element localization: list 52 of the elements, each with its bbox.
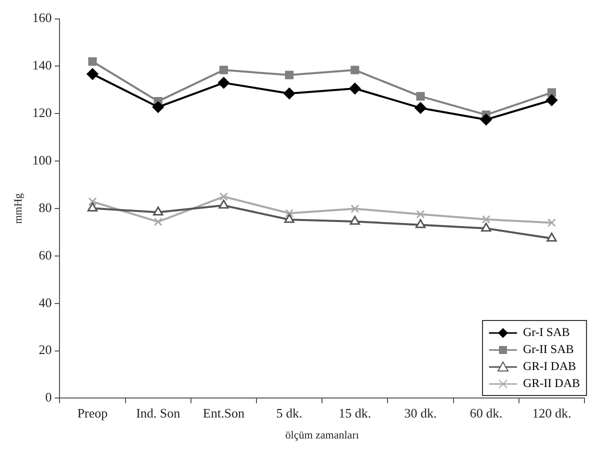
x-tick-label: 15 dk. [338,405,372,420]
point [152,101,164,113]
y-axis-title: mmHg [12,192,24,224]
y-tick-label: 80 [38,200,52,215]
x-tick-label: Ind. Son [136,405,181,420]
legend-label: Gr-II SAB [523,342,574,357]
y-tick-label: 60 [38,247,52,262]
point [87,202,98,212]
point [546,232,557,242]
point [86,68,98,80]
point [88,197,97,206]
point [350,66,360,74]
point [416,92,425,101]
point [349,82,361,94]
point [350,216,360,225]
point [350,204,360,214]
x-tick-label: 5 dk. [276,405,302,420]
x-tick-label: 60 dk. [470,405,502,420]
x-tick-label: Preop [77,405,108,420]
point [547,218,556,228]
point [218,200,229,209]
point [218,77,230,89]
x-tick-label: 120 dk. [532,405,572,420]
point [285,70,294,80]
point [480,114,492,126]
y-tick-label: 20 [38,342,52,358]
x-tick-label: Ent.Son [202,405,245,420]
y-tick-label: 160 [32,10,52,26]
point [154,217,162,226]
point [88,57,97,66]
point [284,88,296,100]
point [481,222,492,232]
point [414,102,426,114]
y-tick-label: 40 [38,294,52,310]
point [153,206,164,216]
y-tick-label: 0 [45,390,52,405]
point [415,219,426,228]
point [546,94,558,106]
legend-label: GR-II DAB [523,376,580,391]
legend-label: GR-I DAB [523,359,576,374]
point [482,215,490,224]
point [219,66,228,74]
point [416,210,425,218]
point [219,192,228,201]
y-tick-label: 120 [32,105,52,120]
x-axis-title: ölçüm zamanları [285,429,359,442]
point [284,214,294,223]
x-tick-label: 30 dk. [404,405,437,420]
y-tick-label: 140 [32,58,52,73]
y-tick-label: 100 [32,152,52,168]
point [285,208,294,218]
legend-label: Gr-I SAB [523,325,570,340]
